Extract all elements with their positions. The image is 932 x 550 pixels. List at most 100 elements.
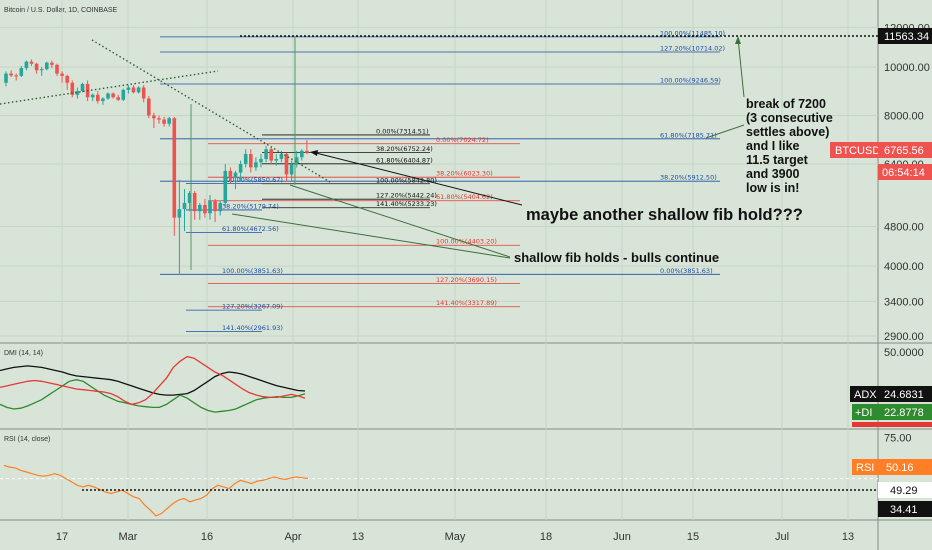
candle-body — [172, 118, 177, 218]
tag-rsi-label-bg — [852, 459, 878, 475]
arrow-shallow-1 — [289, 184, 511, 258]
fib-level-label: 0.00%(7024.72) — [436, 136, 489, 144]
price-tick-label: 3400.00 — [884, 296, 924, 308]
candle-body — [300, 150, 304, 158]
tag-hline: 11563.34 — [878, 28, 932, 44]
tag-countdown-bg — [878, 164, 932, 180]
fib-level-label: 127.20%(3690.15) — [436, 276, 497, 284]
candle-body — [192, 192, 197, 212]
fib-level-label: 38.20%(5912.50) — [660, 174, 717, 182]
candle-body — [90, 94, 95, 98]
note-maybe: maybe another shallow fib hold??? — [526, 206, 803, 224]
note-line-2: (3 consecutive — [746, 111, 833, 125]
candle-body — [101, 98, 105, 102]
time-tick-label: 13 — [352, 531, 364, 543]
ascending-trendline — [0, 70, 219, 105]
candle-body — [65, 75, 69, 83]
time-tick-label: Jun — [613, 531, 631, 543]
tag-rsi-label: RSI — [856, 462, 874, 474]
candle-body — [39, 69, 44, 71]
candle-body — [249, 154, 253, 168]
fib-level-label: 100.00%(5842.80) — [376, 176, 437, 184]
candle-body — [55, 64, 59, 74]
tag-plusdi-label: +DI — [855, 407, 872, 419]
candle-body — [259, 158, 263, 163]
candle-body — [264, 149, 268, 159]
tag-rsi-hline-bg — [878, 482, 932, 498]
fib-level-label: 100.00%(4403.20) — [436, 238, 497, 246]
candle-body — [147, 98, 151, 116]
note-shallow: shallow fib holds - bulls continue — [514, 250, 719, 265]
candle-body — [289, 163, 294, 175]
price-tick-label: 8000.00 — [884, 110, 924, 122]
drawings-layer — [0, 35, 878, 491]
time-tick-label: 18 — [540, 531, 552, 543]
candle-body — [29, 61, 34, 64]
tag-symbol-bg — [830, 142, 878, 158]
tag-last-price: 6765.56 06:54:14 — [878, 142, 932, 180]
time-tick-label: 15 — [687, 531, 699, 543]
price-tick-label: 4000.00 — [884, 261, 924, 273]
fib-level-label: 100.00%(5850.67) — [222, 176, 283, 184]
time-tick-label: Apr — [284, 531, 301, 543]
candle-body — [111, 93, 115, 98]
candle-body — [14, 75, 18, 77]
candle-body — [243, 154, 248, 164]
candle-body — [213, 200, 217, 212]
candle-body — [233, 172, 238, 179]
candle-body — [50, 62, 54, 65]
tag-adx-bg — [878, 386, 932, 402]
candle-body — [45, 62, 49, 70]
fib-level-label: 61.80%(5404.62) — [436, 193, 493, 201]
candle-body — [4, 73, 8, 83]
time-tick-label: 13 — [842, 531, 854, 543]
tag-plusdi-bg — [878, 404, 932, 420]
dmi-minusdi-line — [0, 355, 306, 406]
candle-body — [152, 115, 156, 119]
candle-body — [208, 200, 212, 214]
candle-body — [106, 93, 110, 99]
candle-body — [157, 118, 161, 120]
fib-level-label: 100.00%(9246.59) — [660, 77, 721, 85]
tag-rsi-low-value: 34.41 — [890, 504, 918, 516]
arrow-break — [705, 124, 745, 139]
note-line-6: and 3900 — [746, 167, 800, 181]
fib-level-label: 38.20%(6752.24) — [376, 145, 433, 153]
candle-body — [279, 154, 284, 159]
candle-body — [116, 97, 120, 100]
tag-plusdi-label-bg — [852, 404, 878, 420]
candle-body — [70, 82, 75, 95]
candle-body — [182, 202, 187, 210]
chart-title: Bitcoin / U.S. Dollar, 1D, COINBASE — [4, 7, 118, 14]
arrow-shallow-2 — [231, 213, 511, 259]
note-line-3: settles above) — [746, 125, 829, 139]
fib-levels-layer: 100.00%(11485.10) 127.20%(10714.02) 100.00… — [160, 29, 725, 332]
time-tick-label: Mar — [119, 531, 138, 543]
fib-level-label: 100.00%(11485.10) — [660, 29, 725, 37]
tag-symbol: BTCUSD — [830, 142, 880, 158]
tag-rsi-hline: 49.29 34.41 — [878, 482, 932, 517]
tag-hline-value: 11563.34 — [884, 31, 929, 43]
candle-body — [228, 170, 233, 179]
tag-plusdi-value: 22.8778 — [884, 407, 924, 419]
candle-body — [121, 89, 126, 100]
fib-level-label: 61.80%(7185.71) — [660, 131, 717, 139]
tag-plusdi: +DI 22.8778 — [852, 404, 932, 427]
candle-body — [187, 192, 192, 203]
candle-body — [141, 87, 146, 99]
candle-body — [294, 157, 299, 164]
arrow-maybe — [311, 151, 523, 206]
dmi-layer — [0, 355, 306, 413]
candle-body — [167, 118, 171, 124]
fib-level-label: 141.40%(3317.89) — [436, 299, 497, 307]
arrow-maybe-head — [310, 150, 318, 156]
arrow-target-head — [735, 36, 741, 44]
dmi-title: DMI (14, 14) — [4, 350, 43, 357]
time-tick-label: 16 — [201, 531, 213, 543]
rsi-line — [3, 464, 309, 517]
candle-body — [19, 68, 24, 76]
tag-countdown-value: 06:54:14 — [882, 167, 925, 179]
tag-adx: ADX 24.6831 — [850, 386, 932, 402]
